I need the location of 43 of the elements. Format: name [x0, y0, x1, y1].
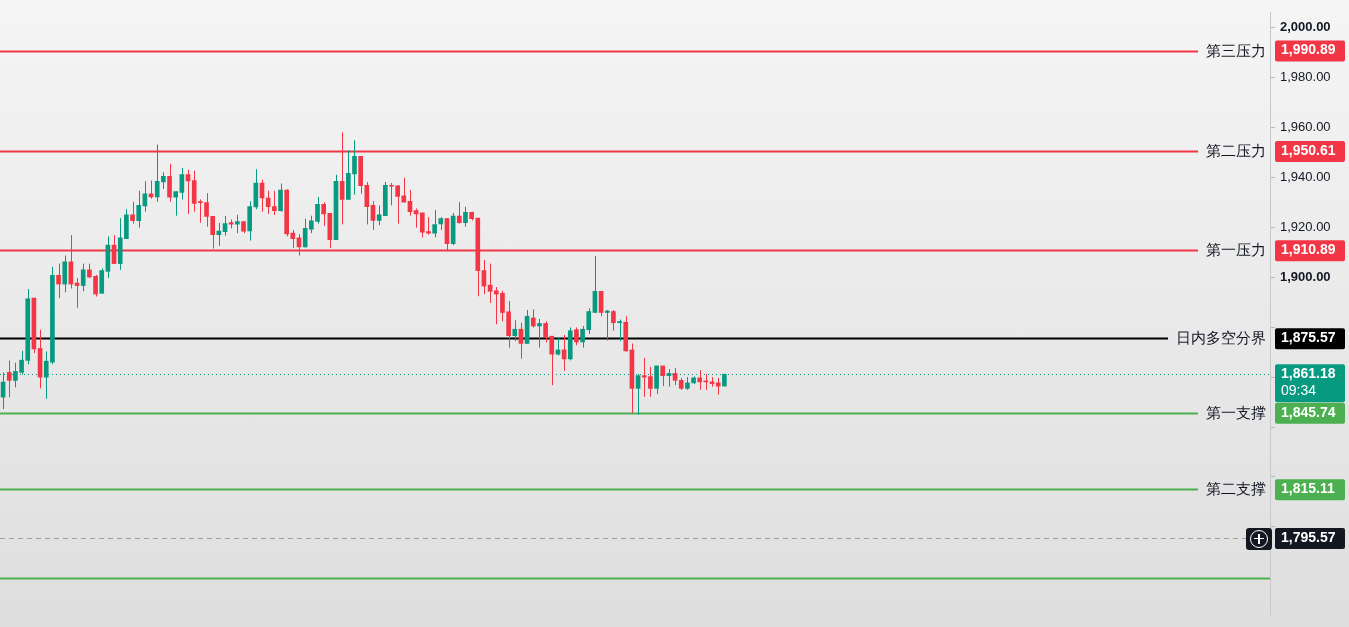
candlestick: [6, 359, 12, 398]
ref-line-label: 日内多空分界: [1176, 328, 1266, 346]
candlestick: [456, 201, 462, 225]
text: 1,795.57: [1281, 528, 1336, 545]
ref-line-label: 第一压力: [1206, 240, 1266, 258]
candlestick: [130, 201, 135, 225]
candlestick: [167, 163, 172, 203]
candlestick: [697, 369, 703, 391]
candlestick: [222, 215, 228, 237]
candlestick: [62, 255, 68, 293]
candlestick: [235, 214, 240, 234]
text: 1,950.61: [1281, 141, 1336, 158]
y-tick-label: 2,000.00: [1280, 19, 1331, 35]
candlestick: [604, 309, 610, 341]
y-tick-label: 1,900.00: [1280, 268, 1331, 284]
y-tick-label: 1,920.00: [1280, 218, 1331, 234]
text: 1,910.89: [1281, 241, 1336, 257]
candlestick: [56, 263, 61, 299]
text: 1,990.89: [1281, 41, 1336, 58]
candlestick: [463, 206, 468, 228]
candlestick: [173, 190, 179, 217]
y-tick-label: 1,960.00: [1280, 119, 1331, 135]
candlestick: [136, 190, 142, 229]
text: 1,875.57: [1281, 329, 1336, 346]
ref-line-label: 第二压力: [1206, 141, 1266, 159]
y-tick-label: 1,940.00: [1280, 169, 1331, 185]
candlestick: [99, 267, 105, 294]
candlestick: [617, 318, 622, 342]
ref-line-label: 第三压力: [1206, 41, 1266, 59]
candlestick: [537, 318, 542, 349]
candlestick: [530, 308, 536, 328]
text: 1,861.18 09:34: [1281, 365, 1336, 399]
candlestick: [611, 309, 616, 332]
candlestick: [432, 209, 437, 238]
candlestick: [80, 263, 86, 292]
text: 1,815.11: [1281, 480, 1335, 497]
candlestick: [278, 182, 283, 213]
candlestick: [321, 201, 326, 227]
text: 1,845.74: [1281, 403, 1336, 420]
ref-line-label: 第一支撑: [1206, 403, 1266, 421]
y-tick-label: 1,980.00: [1280, 69, 1331, 85]
ref-line-label: 第二支撑: [1206, 479, 1266, 497]
candlestick: [512, 319, 518, 342]
